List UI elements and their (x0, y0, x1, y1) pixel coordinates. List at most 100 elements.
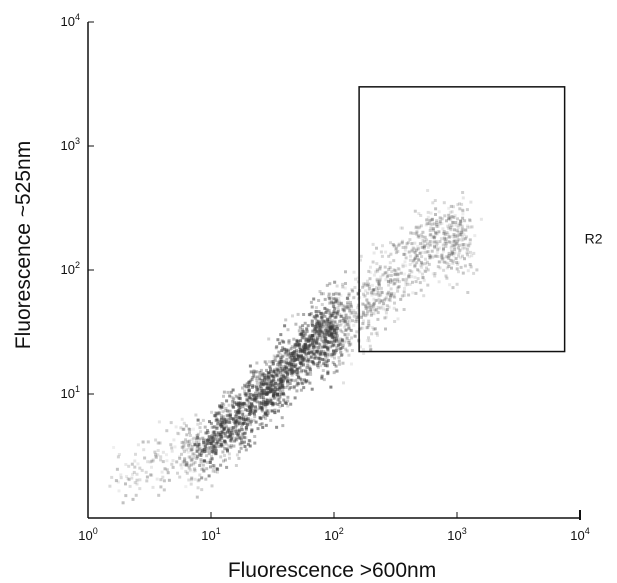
data-point (325, 283, 329, 287)
data-point (335, 346, 339, 350)
data-point (315, 329, 319, 333)
data-point (342, 316, 346, 320)
data-point (347, 292, 351, 296)
data-point (303, 349, 307, 353)
data-point (270, 388, 274, 392)
data-point (292, 371, 296, 375)
data-point (452, 244, 456, 248)
data-point (280, 365, 284, 369)
data-point (350, 336, 354, 340)
y-tick-label: 104 (61, 12, 80, 29)
data-point (326, 330, 330, 334)
data-point (336, 324, 340, 327)
data-point (267, 371, 271, 375)
data-point (463, 219, 467, 223)
data-point (326, 370, 330, 374)
data-point (309, 312, 313, 315)
data-point (365, 298, 369, 302)
data-point (436, 265, 440, 269)
data-point (117, 453, 121, 456)
data-point (249, 370, 253, 374)
data-point (277, 388, 281, 392)
data-point (132, 470, 136, 474)
data-point (421, 245, 425, 249)
data-point (331, 292, 335, 296)
data-point (234, 438, 238, 442)
data-point (268, 383, 272, 387)
data-point (322, 350, 326, 354)
data-point (392, 258, 396, 262)
data-point (262, 400, 266, 404)
data-point (291, 360, 295, 364)
data-point (417, 257, 420, 261)
data-point (334, 348, 338, 352)
data-point (290, 363, 294, 367)
data-point (380, 299, 384, 303)
data-point (461, 254, 464, 258)
data-point (451, 286, 455, 290)
data-point (296, 344, 300, 348)
data-point (273, 408, 277, 412)
data-point (314, 326, 318, 330)
data-point (463, 264, 467, 268)
data-point (452, 236, 456, 240)
data-point (432, 236, 436, 240)
data-point (279, 356, 283, 360)
data-point (260, 389, 264, 393)
data-point (166, 471, 170, 475)
data-point (282, 398, 286, 402)
data-point (149, 473, 152, 477)
data-point (414, 256, 417, 260)
data-point (450, 215, 454, 219)
data-point (295, 383, 299, 387)
data-point (316, 319, 320, 323)
data-point (339, 342, 343, 346)
data-point (196, 422, 200, 426)
data-point (131, 472, 134, 476)
data-point (420, 224, 423, 228)
data-point (396, 277, 400, 281)
data-point (241, 412, 245, 416)
data-point (342, 308, 346, 312)
data-point (319, 351, 323, 355)
data-point (465, 247, 469, 251)
data-point (415, 261, 419, 265)
data-point (200, 459, 204, 463)
data-point (198, 464, 202, 467)
data-point (396, 267, 400, 271)
data-point (367, 301, 371, 305)
data-point (341, 307, 345, 311)
data-point (457, 238, 460, 242)
data-point (283, 367, 287, 371)
data-point (204, 446, 208, 450)
data-point (200, 488, 204, 492)
data-point (199, 450, 203, 454)
data-point (247, 400, 251, 404)
data-point (214, 411, 218, 415)
data-point (312, 297, 316, 301)
data-point (295, 340, 299, 344)
data-point (326, 346, 329, 350)
data-point (392, 282, 396, 286)
data-point (347, 307, 351, 310)
data-point (466, 250, 470, 254)
data-point (307, 359, 311, 363)
data-point (302, 329, 306, 333)
data-point (368, 302, 371, 306)
data-point (473, 234, 477, 238)
data-point (305, 355, 309, 359)
data-point (412, 250, 416, 254)
data-point (410, 242, 414, 246)
data-point (330, 319, 334, 323)
data-point (262, 388, 266, 392)
data-point (294, 350, 298, 354)
data-point (430, 218, 434, 222)
data-point (429, 244, 433, 247)
data-point (211, 439, 215, 443)
data-point (199, 458, 203, 462)
data-point (408, 254, 412, 258)
data-point (280, 372, 284, 376)
data-point (343, 304, 347, 308)
data-point (336, 310, 340, 314)
data-point (329, 324, 333, 328)
